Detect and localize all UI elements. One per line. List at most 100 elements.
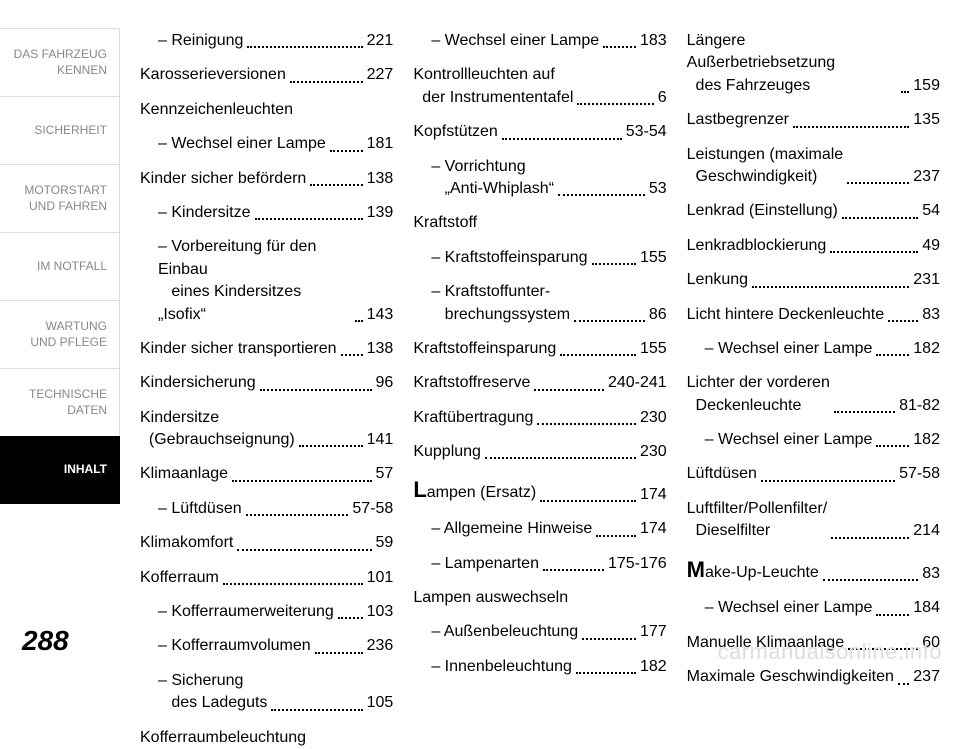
leader-dots xyxy=(603,46,636,48)
index-entry-label: Klimaanlage xyxy=(140,463,228,485)
index-entry-label: Kofferraum xyxy=(140,567,219,589)
index-entry-label: – Wechsel einer Lampe xyxy=(705,597,873,619)
index-entry: – Allgemeine Hinweise174 xyxy=(413,518,666,540)
leader-dots xyxy=(574,320,645,322)
index-entry-page: 138 xyxy=(367,168,394,190)
index-entry-label: – Innenbeleuchtung xyxy=(431,656,572,678)
index-entry-label: Kinder sicher transportieren xyxy=(140,338,337,360)
index-entry-page: 103 xyxy=(367,601,394,623)
sidebar-item-label: IM NOTFALL xyxy=(37,259,107,275)
leader-dots xyxy=(888,320,918,322)
leader-dots xyxy=(847,182,909,184)
index-entry-label: Kontrollleuchten auf der Instrumententaf… xyxy=(413,64,573,109)
leader-dots xyxy=(560,354,636,356)
index-heading: Kraftstoff xyxy=(413,212,666,234)
index-entry-page: 96 xyxy=(376,372,394,394)
index-entry: Lenkradblockierung49 xyxy=(687,235,940,257)
index-entry: Make-Up-Leuchte83 xyxy=(687,555,940,586)
index-entry: – Wechsel einer Lampe 182 xyxy=(687,338,940,360)
leader-dots xyxy=(338,617,363,619)
sidebar-item-label: TECHNISCHE DATEN xyxy=(29,387,107,418)
sidebar-item-5[interactable]: TECHNISCHE DATEN xyxy=(0,368,120,436)
sidebar-item-label: INHALT xyxy=(64,462,107,478)
index-entry-label: Kindersitze (Gebrauchseignung) xyxy=(140,407,295,452)
index-entry: Kraftübertragung230 xyxy=(413,407,666,429)
index-entry: Licht hintere Deckenleuchte83 xyxy=(687,304,940,326)
leader-dots xyxy=(823,579,918,581)
index-entry-label: – Wechsel einer Lampe xyxy=(705,338,873,360)
index-column-1: – Reinigung221Karosserieversionen227Kenn… xyxy=(140,30,393,647)
index-entry-label: – Lampenarten xyxy=(431,553,539,575)
index-entry-page: 174 xyxy=(640,484,667,506)
index-entry-page: 138 xyxy=(367,338,394,360)
sidebar-item-1[interactable]: SICHERHEIT xyxy=(0,96,120,164)
index-entry-page: 236 xyxy=(367,635,394,657)
index-entry: – Kraftstoffeinsparung155 xyxy=(413,247,666,269)
index-entry-label: Kupplung xyxy=(413,441,481,463)
index-entry-page: 59 xyxy=(376,532,394,554)
index-entry: Maximale Geschwindigkeiten237 xyxy=(687,666,940,688)
sidebar-item-3[interactable]: IM NOTFALL xyxy=(0,232,120,300)
leader-dots xyxy=(485,457,636,459)
index-entry-page: 227 xyxy=(367,64,394,86)
leader-dots xyxy=(876,614,909,616)
index-entry: Längere Außerbetriebsetzung des Fahrzeug… xyxy=(687,30,940,97)
sidebar-item-2[interactable]: MOTORSTART UND FAHREN xyxy=(0,164,120,232)
index-entry: – Kofferraumvolumen 236 xyxy=(140,635,393,657)
index-entry: Lampen (Ersatz) 174 xyxy=(413,475,666,506)
leader-dots xyxy=(247,46,362,48)
index-entry: Lichter der vorderen Deckenleuchte81-82 xyxy=(687,372,940,417)
index-entry-label: Kraftübertragung xyxy=(413,407,533,429)
index-entry-label: – Kraftstoffeinsparung xyxy=(431,247,587,269)
leader-dots xyxy=(592,263,636,265)
index-entry-label: Lampen (Ersatz) xyxy=(413,475,536,506)
index-entry: Kofferraum101 xyxy=(140,567,393,589)
index-entry-page: 183 xyxy=(640,30,667,52)
leader-dots xyxy=(793,126,909,128)
index-entry-label: Licht hintere Deckenleuchte xyxy=(687,304,884,326)
leader-dots xyxy=(898,683,909,685)
index-entry-page: 181 xyxy=(367,133,394,155)
sidebar-item-0[interactable]: DAS FAHRZEUG KENNEN xyxy=(0,28,120,96)
index-entry-page: 57 xyxy=(376,463,394,485)
index-entry-page: 105 xyxy=(367,692,394,714)
page-number: 288 xyxy=(22,625,69,657)
sidebar-item-4[interactable]: WARTUNG UND PFLEGE xyxy=(0,300,120,368)
index-entry-label: – Außenbeleuchtung xyxy=(431,621,578,643)
leader-dots xyxy=(502,138,622,140)
index-entry-label: – Lüftdüsen xyxy=(158,498,242,520)
index-entry-label: – Kofferraumvolumen xyxy=(158,635,311,657)
index-entry-label: Kindersicherung xyxy=(140,372,256,394)
index-entry-label: Lenkradblockierung xyxy=(687,235,827,257)
index-entry-page: 237 xyxy=(913,666,940,688)
index-entry: Lenkrad (Einstellung)54 xyxy=(687,200,940,222)
leader-dots xyxy=(341,354,363,356)
index-entry: Klimakomfort59 xyxy=(140,532,393,554)
leader-dots xyxy=(299,445,363,447)
index-entry-page: 143 xyxy=(367,304,394,326)
index-entry-page: 86 xyxy=(649,304,667,326)
index-entry: – Wechsel einer Lampe184 xyxy=(687,597,940,619)
index-entry-page: 182 xyxy=(913,429,940,451)
index-entry: – Kindersitze139 xyxy=(140,202,393,224)
index-entry-label: Lichter der vorderen Deckenleuchte xyxy=(687,372,830,417)
sidebar-item-6[interactable]: INHALT xyxy=(0,436,120,504)
index-heading: Kennzeichenleuchten xyxy=(140,99,393,121)
leader-dots xyxy=(596,535,636,537)
index-entry-label: – Kraftstoffunter- brechungssystem xyxy=(431,281,570,326)
index-entry: Kontrollleuchten auf der Instrumententaf… xyxy=(413,64,666,109)
leader-dots xyxy=(537,423,636,425)
index-entry: – Lüftdüsen57-58 xyxy=(140,498,393,520)
leader-dots xyxy=(534,389,604,391)
index-entry: – Außenbeleuchtung 177 xyxy=(413,621,666,643)
index-entry-page: 182 xyxy=(913,338,940,360)
leader-dots xyxy=(834,411,895,413)
index-entry-page: 177 xyxy=(640,621,667,643)
index-entry: Lüftdüsen57-58 xyxy=(687,463,940,485)
index-entry: Kinder sicher transportieren 138 xyxy=(140,338,393,360)
leader-dots xyxy=(577,103,653,105)
leader-dots xyxy=(315,652,363,654)
leader-dots xyxy=(831,537,909,539)
leader-dots xyxy=(876,445,909,447)
index-entry: – Innenbeleuchtung182 xyxy=(413,656,666,678)
